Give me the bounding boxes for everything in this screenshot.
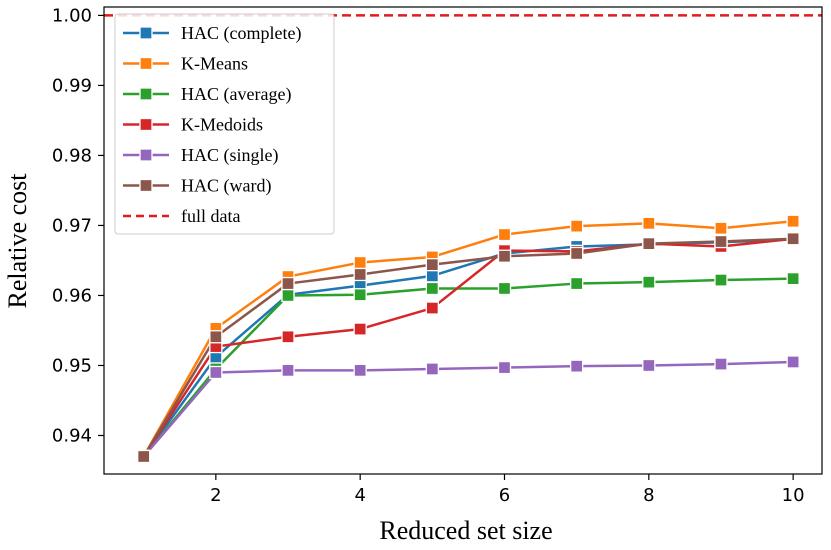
series-line-3 <box>142 237 794 458</box>
data-point-4-1 <box>209 365 223 380</box>
data-point-1-5 <box>497 227 512 242</box>
y-tick-label: 0.99 <box>52 75 92 96</box>
data-point-4-8 <box>714 357 728 371</box>
legend-marker-1 <box>139 56 153 71</box>
data-point-3-4 <box>425 301 439 315</box>
legend-marker-2 <box>139 87 153 101</box>
y-tick-label: 0.95 <box>52 355 92 376</box>
data-point-2-9 <box>786 272 800 286</box>
data-point-1-6 <box>570 219 584 233</box>
legend-marker-0 <box>139 26 153 40</box>
y-tick-label: 0.96 <box>52 285 92 306</box>
y-tick-label: 0.97 <box>52 215 92 236</box>
data-point-2-4 <box>425 281 439 296</box>
axes-layer: 2 4 6 8 10 0.94 0.95 0.96 0.97 0.98 0.99 1.00 <box>52 5 823 506</box>
data-point-2-7 <box>642 275 656 289</box>
legend-label-5: HAC (ward) <box>181 176 271 197</box>
data-point-5-1 <box>209 330 223 344</box>
data-point-1-9 <box>786 214 800 228</box>
data-point-4-6 <box>570 359 584 373</box>
data-point-1-8 <box>714 221 728 235</box>
data-point-5-9 <box>786 232 800 246</box>
data-point-4-4 <box>425 362 439 376</box>
legend: HAC (complete) K-Means HAC (average) K-Medo… <box>114 13 335 235</box>
data-point-0-4 <box>425 269 439 283</box>
x-tick-label: 8 <box>643 485 654 506</box>
y-tick-label: 0.98 <box>52 145 92 166</box>
data-point-3-2 <box>281 330 295 344</box>
series-line-5 <box>142 237 794 458</box>
data-point-4-3 <box>353 363 367 378</box>
data-point-5-2 <box>281 276 295 291</box>
data-point-1-3 <box>353 255 367 270</box>
y-tick-label: 0.94 <box>52 425 92 446</box>
legend-marker-4 <box>139 148 153 162</box>
x-tick-label: 6 <box>499 485 510 506</box>
data-point-4-9 <box>786 355 800 369</box>
legend-marker-5 <box>139 178 153 193</box>
data-point-1-7 <box>642 216 656 230</box>
data-point-2-3 <box>353 288 367 302</box>
data-point-2-8 <box>714 273 728 287</box>
data-point-5-4 <box>425 258 439 272</box>
y-axis-label: Relative cost <box>3 173 32 309</box>
data-point-2-5 <box>497 281 512 296</box>
data-point-5-6 <box>570 246 584 261</box>
x-tick-label: 2 <box>210 485 221 506</box>
series-line-0 <box>142 238 794 458</box>
legend-label-0: HAC (complete) <box>181 23 301 44</box>
series-line-4 <box>142 360 794 458</box>
y-tick-label: 1.00 <box>52 5 92 26</box>
data-point-4-7 <box>642 358 656 373</box>
legend-box <box>114 13 335 235</box>
data-point-3-3 <box>353 322 367 336</box>
data-point-5-7 <box>642 237 656 251</box>
x-axis-label: Reduced set size <box>379 516 552 545</box>
data-point-4-2 <box>281 363 295 378</box>
plot-frame <box>103 6 823 475</box>
legend-label-4: HAC (single) <box>181 145 279 166</box>
data-point-2-6 <box>570 276 584 291</box>
legend-label-1: K-Means <box>181 54 248 74</box>
plot-layer <box>104 14 822 464</box>
legend-marker-3 <box>139 117 153 132</box>
data-point-2-2 <box>281 288 295 303</box>
x-tick-label: 10 <box>782 485 805 506</box>
series-line-2 <box>142 277 794 458</box>
series-line-1 <box>142 220 794 458</box>
data-point-5-5 <box>497 249 512 263</box>
legend-label-3: K-Medoids <box>181 115 263 135</box>
legend-label-2: HAC (average) <box>181 84 291 105</box>
legend-label-6: full data <box>181 206 240 226</box>
data-point-4-5 <box>497 360 512 375</box>
data-point-5-8 <box>714 234 728 249</box>
data-point-5-0 <box>137 449 151 464</box>
data-point-5-3 <box>353 267 367 282</box>
x-tick-label: 4 <box>354 485 365 506</box>
